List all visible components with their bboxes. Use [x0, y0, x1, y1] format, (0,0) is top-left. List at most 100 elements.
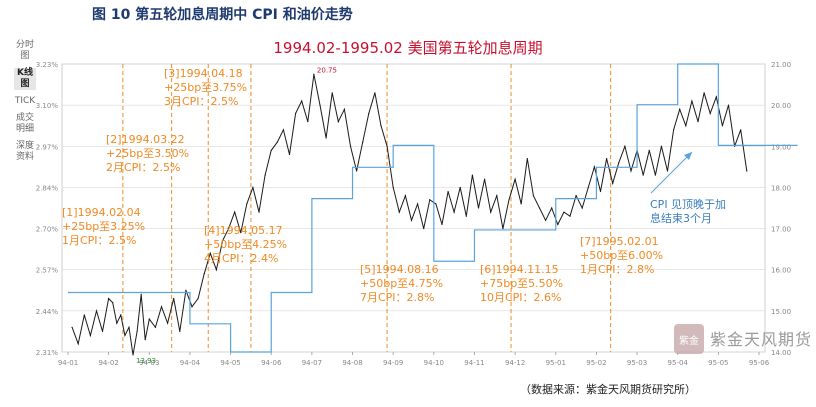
oil-point [124, 334, 126, 337]
oil-point [551, 207, 553, 209]
x-tick-label: 95-05 [708, 359, 728, 367]
oil-point [587, 186, 589, 189]
oil-point [453, 211, 455, 213]
oil-point [545, 219, 547, 221]
oil-point [77, 343, 79, 345]
oil-point [295, 112, 297, 114]
oil-point [575, 195, 577, 197]
oil-point [120, 314, 122, 316]
event-label-line: +50bp至6.00% [580, 249, 663, 262]
oil-point [459, 186, 461, 189]
x-tick-label: 94-03 [139, 359, 159, 367]
oil-point [666, 170, 669, 172]
x-axis: 94-01 94-02 94-03 94-04 94-05 94-06 94-07 94-08… [58, 352, 770, 367]
oil-point [252, 186, 254, 189]
oil-point [234, 211, 236, 213]
oil-point [490, 211, 492, 213]
oil-point [697, 121, 699, 123]
oil-point [423, 227, 425, 230]
right-axis: 14.00 15.00 16.00 17.00 18.00 19.00 20.00 21.00 [771, 61, 791, 357]
right-tick-label: 17.00 [771, 226, 791, 234]
oil-point [108, 297, 110, 300]
oil-point [112, 302, 114, 304]
oil-point [301, 100, 303, 102]
oil-point [128, 326, 130, 328]
oil-point [447, 190, 449, 193]
oil-point [679, 108, 681, 110]
oil-point [191, 306, 193, 308]
oil-point [618, 162, 620, 164]
event-labels: [1]1994.02.04+25bp至3.25%1月CPI：2.5% [2]199… [62, 67, 663, 304]
oil-point [343, 108, 345, 110]
oil-point [101, 330, 104, 333]
oil-point [685, 125, 687, 127]
oil-point [612, 182, 614, 184]
event-label-line: [4]1994.05.17 [204, 224, 283, 237]
source-note: （数据来源：紫金天风期货研究所） [520, 383, 696, 396]
annotation-text: CPI 见顶晚于加 [650, 198, 726, 211]
toolbar-kline[interactable]: K线图 [14, 68, 36, 90]
left-axis: 2.31% 2.44% 2.57% 2.70% 2.84% 2.97% 3.10% 3.23% [36, 61, 59, 357]
event-label-line: +50bp至4.25% [204, 238, 287, 251]
series-layer: 13.93 20.75 [68, 63, 798, 365]
oil-data-label: 20.75 [317, 66, 337, 74]
oil-point [240, 232, 242, 234]
annotation-text: 息结束3个月 [650, 211, 712, 225]
oil-point [179, 330, 181, 333]
oil-point [166, 322, 169, 324]
x-tick-label: 95-04 [668, 359, 689, 367]
event-label-line: +25bp至3.50% [106, 147, 189, 160]
event-label-line: [5]1994.08.16 [360, 263, 439, 276]
oil-point [563, 211, 565, 213]
left-tick-label: 3.10% [36, 102, 59, 110]
oil-point [398, 211, 400, 213]
toolbar-tick[interactable]: TICK [14, 96, 36, 106]
event-label-line: 7月CPI：2.8% [360, 291, 435, 304]
x-tick-label: 94-06 [261, 359, 282, 367]
x-tick-label: 95-03 [627, 359, 647, 367]
toolbar-depth-data[interactable]: 深度资料 [15, 141, 34, 162]
side-toolbar: 分时图 K线图 TICK 成交明细 深度资料 [14, 40, 36, 169]
oil-point [227, 227, 230, 230]
oil-point [721, 125, 724, 127]
event-lines [122, 64, 612, 352]
oil-point [221, 240, 224, 242]
oil-point [484, 178, 486, 180]
oil-point [362, 141, 364, 143]
left-tick-label: 3.23% [36, 61, 59, 69]
oil-point [642, 174, 644, 176]
toolbar-trade-detail[interactable]: 成交明细 [15, 113, 34, 134]
event-label-line: 10月CPI：2.6% [480, 291, 562, 304]
right-tick-label: 18.00 [771, 184, 791, 192]
arrow-head-icon [684, 152, 692, 160]
oil-point [71, 326, 73, 328]
oil-point [246, 203, 248, 205]
oil-point [514, 178, 516, 180]
oil-point [380, 125, 382, 127]
oil-point [144, 339, 146, 341]
oil-point [477, 207, 480, 209]
oil-point [282, 129, 285, 131]
event-label-line: [3]1994.04.18 [164, 67, 243, 80]
oil-point [532, 195, 535, 197]
x-tick-label: 94-10 [424, 359, 444, 367]
brand-logo: 紫金 紫金天风期货 [668, 320, 816, 368]
event-label-line: +25bp至3.25% [62, 220, 145, 233]
oil-point [435, 203, 437, 205]
oil-point [691, 100, 693, 102]
oil-point [116, 322, 118, 324]
oil-point [673, 129, 675, 131]
event-label-line: 2月CPI：2.5% [106, 161, 181, 174]
oil-point [136, 330, 138, 333]
oil-point [630, 170, 632, 172]
oil-point [605, 158, 608, 160]
oil-point [173, 297, 175, 300]
series-cpi-line [68, 63, 798, 353]
x-tick-label: 94-02 [98, 359, 118, 367]
oil-point [599, 190, 602, 193]
left-tick-label: 2.31% [36, 349, 59, 357]
event-label-line: 1月CPI：2.8% [580, 263, 655, 276]
oil-point [715, 96, 717, 98]
toolbar-timeshare[interactable]: 分时图 [15, 40, 34, 61]
oil-point [209, 252, 211, 254]
